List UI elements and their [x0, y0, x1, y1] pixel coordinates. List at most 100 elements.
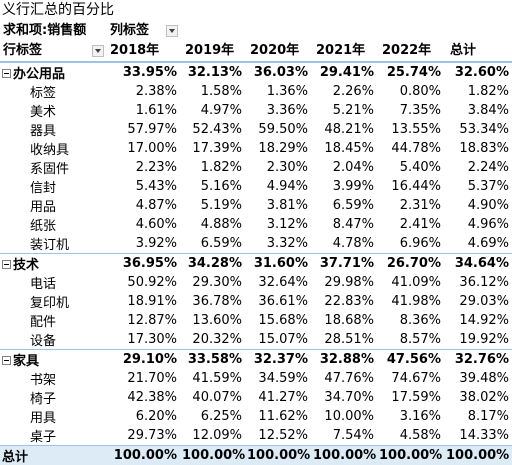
row-label-cell[interactable]: 椅子: [0, 388, 107, 407]
value-cell[interactable]: 18.68%: [311, 311, 377, 330]
row-label-cell[interactable]: 用具: [0, 407, 107, 426]
value-cell[interactable]: 34.70%: [311, 388, 377, 407]
row-label-cell[interactable]: 复印机: [0, 292, 107, 311]
value-cell[interactable]: 8.47%: [311, 215, 377, 234]
value-cell[interactable]: 2.41%: [377, 215, 444, 234]
value-cell[interactable]: 14.92%: [444, 311, 512, 330]
value-cell[interactable]: 16.44%: [377, 177, 444, 196]
row-label-cell[interactable]: 收纳具: [0, 139, 107, 158]
value-cell[interactable]: 5.21%: [311, 101, 377, 120]
row-label-cell[interactable]: 器具: [0, 120, 107, 139]
value-cell[interactable]: 5.40%: [377, 158, 444, 177]
value-cell[interactable]: 2.24%: [444, 158, 512, 177]
value-cell[interactable]: 29.98%: [311, 273, 377, 292]
value-cell[interactable]: 17.39%: [180, 139, 245, 158]
value-cell[interactable]: 29.10%: [107, 350, 180, 370]
column-header-2022[interactable]: 2022年: [382, 41, 431, 61]
value-cell[interactable]: 3.36%: [245, 101, 311, 120]
row-label-cell[interactable]: 标签: [0, 82, 107, 101]
value-cell[interactable]: 36.61%: [245, 292, 311, 311]
row-filter-dropdown-icon[interactable]: [92, 45, 104, 57]
value-cell[interactable]: 74.67%: [377, 369, 444, 388]
value-cell[interactable]: 7.54%: [311, 426, 377, 446]
value-cell[interactable]: 4.88%: [180, 215, 245, 234]
row-label-cell[interactable]: 设备: [0, 330, 107, 350]
row-label-cell[interactable]: 信封: [0, 177, 107, 196]
value-cell[interactable]: 4.97%: [180, 101, 245, 120]
value-cell[interactable]: 32.13%: [180, 63, 245, 83]
value-cell[interactable]: 47.56%: [377, 350, 444, 370]
value-cell[interactable]: 41.27%: [245, 388, 311, 407]
value-cell[interactable]: 15.07%: [245, 330, 311, 350]
value-cell[interactable]: 11.62%: [245, 407, 311, 426]
value-cell[interactable]: 5.37%: [444, 177, 512, 196]
value-cell[interactable]: 8.36%: [377, 311, 444, 330]
value-cell[interactable]: 2.04%: [311, 158, 377, 177]
row-label-cell[interactable]: 总计: [0, 446, 107, 465]
value-cell[interactable]: 4.69%: [444, 234, 512, 254]
value-cell[interactable]: 4.96%: [444, 215, 512, 234]
value-cell[interactable]: 36.12%: [444, 273, 512, 292]
value-cell[interactable]: 12.87%: [107, 311, 180, 330]
row-label-cell[interactable]: 纸张: [0, 215, 107, 234]
value-cell[interactable]: 3.16%: [377, 407, 444, 426]
value-cell[interactable]: 8.17%: [444, 407, 512, 426]
row-label-cell[interactable]: 美术: [0, 101, 107, 120]
value-cell[interactable]: 38.02%: [444, 388, 512, 407]
column-header-2020[interactable]: 2020年: [250, 41, 299, 61]
value-cell[interactable]: 6.59%: [180, 234, 245, 254]
value-cell[interactable]: 32.37%: [245, 350, 311, 370]
value-cell[interactable]: 100.00%: [444, 446, 512, 465]
value-cell[interactable]: 18.83%: [444, 139, 512, 158]
value-cell[interactable]: 8.57%: [377, 330, 444, 350]
value-cell[interactable]: 41.09%: [377, 273, 444, 292]
row-label-cell[interactable]: 电话: [0, 273, 107, 292]
row-label-cell[interactable]: 桌子: [0, 426, 107, 446]
value-cell[interactable]: 5.43%: [107, 177, 180, 196]
value-cell[interactable]: 13.55%: [377, 120, 444, 139]
value-cell[interactable]: 39.48%: [444, 369, 512, 388]
value-cell[interactable]: 21.70%: [107, 369, 180, 388]
value-cell[interactable]: 3.32%: [245, 234, 311, 254]
value-cell[interactable]: 52.43%: [180, 120, 245, 139]
value-cell[interactable]: 53.34%: [444, 120, 512, 139]
column-header-2018[interactable]: 2018年: [110, 41, 159, 61]
value-cell[interactable]: 1.36%: [245, 82, 311, 101]
value-cell[interactable]: 1.82%: [180, 158, 245, 177]
value-cell[interactable]: 34.59%: [245, 369, 311, 388]
value-cell[interactable]: 100.00%: [107, 446, 180, 465]
value-cell[interactable]: 4.90%: [444, 196, 512, 215]
value-cell[interactable]: 100.00%: [180, 446, 245, 465]
row-label-cell[interactable]: 用品: [0, 196, 107, 215]
row-label-cell[interactable]: 技术: [0, 254, 107, 274]
value-cell[interactable]: 36.95%: [107, 254, 180, 274]
value-cell[interactable]: 47.76%: [311, 369, 377, 388]
collapse-icon[interactable]: [2, 356, 11, 365]
value-cell[interactable]: 19.92%: [444, 330, 512, 350]
value-cell[interactable]: 50.92%: [107, 273, 180, 292]
value-cell[interactable]: 48.21%: [311, 120, 377, 139]
value-cell[interactable]: 5.19%: [180, 196, 245, 215]
value-cell[interactable]: 32.88%: [311, 350, 377, 370]
value-cell[interactable]: 12.52%: [245, 426, 311, 446]
value-cell[interactable]: 57.97%: [107, 120, 180, 139]
value-cell[interactable]: 100.00%: [377, 446, 444, 465]
value-cell[interactable]: 2.38%: [107, 82, 180, 101]
value-cell[interactable]: 33.95%: [107, 63, 180, 83]
value-cell[interactable]: 6.20%: [107, 407, 180, 426]
value-cell[interactable]: 14.33%: [444, 426, 512, 446]
value-cell[interactable]: 6.59%: [311, 196, 377, 215]
value-cell[interactable]: 29.03%: [444, 292, 512, 311]
value-cell[interactable]: 1.82%: [444, 82, 512, 101]
value-cell[interactable]: 3.99%: [311, 177, 377, 196]
value-cell[interactable]: 3.81%: [245, 196, 311, 215]
value-cell[interactable]: 34.28%: [180, 254, 245, 274]
value-cell[interactable]: 4.58%: [377, 426, 444, 446]
column-header-total[interactable]: 总计: [450, 41, 476, 61]
value-cell[interactable]: 18.91%: [107, 292, 180, 311]
value-cell[interactable]: 4.94%: [245, 177, 311, 196]
value-cell[interactable]: 1.61%: [107, 101, 180, 120]
value-cell[interactable]: 18.29%: [245, 139, 311, 158]
value-cell[interactable]: 6.25%: [180, 407, 245, 426]
value-cell[interactable]: 25.74%: [377, 63, 444, 83]
